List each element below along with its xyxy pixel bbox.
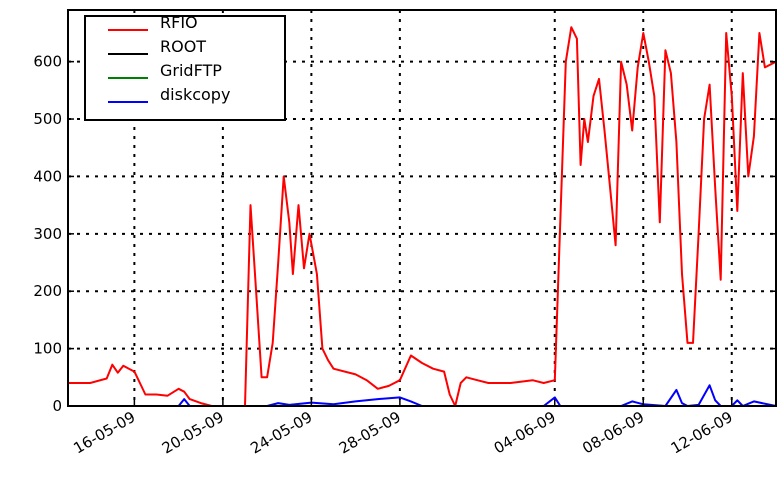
- x-tick-label: 08-06-09: [579, 408, 647, 458]
- y-tick-label: 500: [33, 110, 62, 128]
- series-line-diskcopy: [68, 384, 777, 407]
- y-tick-label: 400: [33, 167, 62, 185]
- grid-lines: [68, 10, 776, 406]
- legend-label: RFIO: [160, 13, 198, 32]
- legend-label: GridFTP: [160, 61, 222, 80]
- x-tick-label: 04-06-09: [491, 408, 559, 458]
- legend-label: diskcopy: [160, 85, 230, 104]
- y-tick-label: 600: [33, 53, 62, 71]
- y-tick-label: 100: [33, 340, 62, 358]
- y-tick-label: 0: [52, 397, 62, 415]
- x-tick-label: 24-05-09: [247, 408, 315, 458]
- x-tick-label: 16-05-09: [70, 408, 138, 458]
- y-tick-label: 200: [33, 282, 62, 300]
- plot-frame: [67, 9, 777, 407]
- x-tick-label: 12-06-09: [668, 408, 736, 458]
- x-tick-label: 20-05-09: [159, 408, 227, 458]
- legend-label: ROOT: [160, 37, 206, 56]
- y-tick-label: 300: [33, 225, 62, 243]
- legend: RFIO ROOT GridFTP diskcopy: [84, 13, 286, 121]
- x-tick-label: 28-05-09: [336, 408, 404, 458]
